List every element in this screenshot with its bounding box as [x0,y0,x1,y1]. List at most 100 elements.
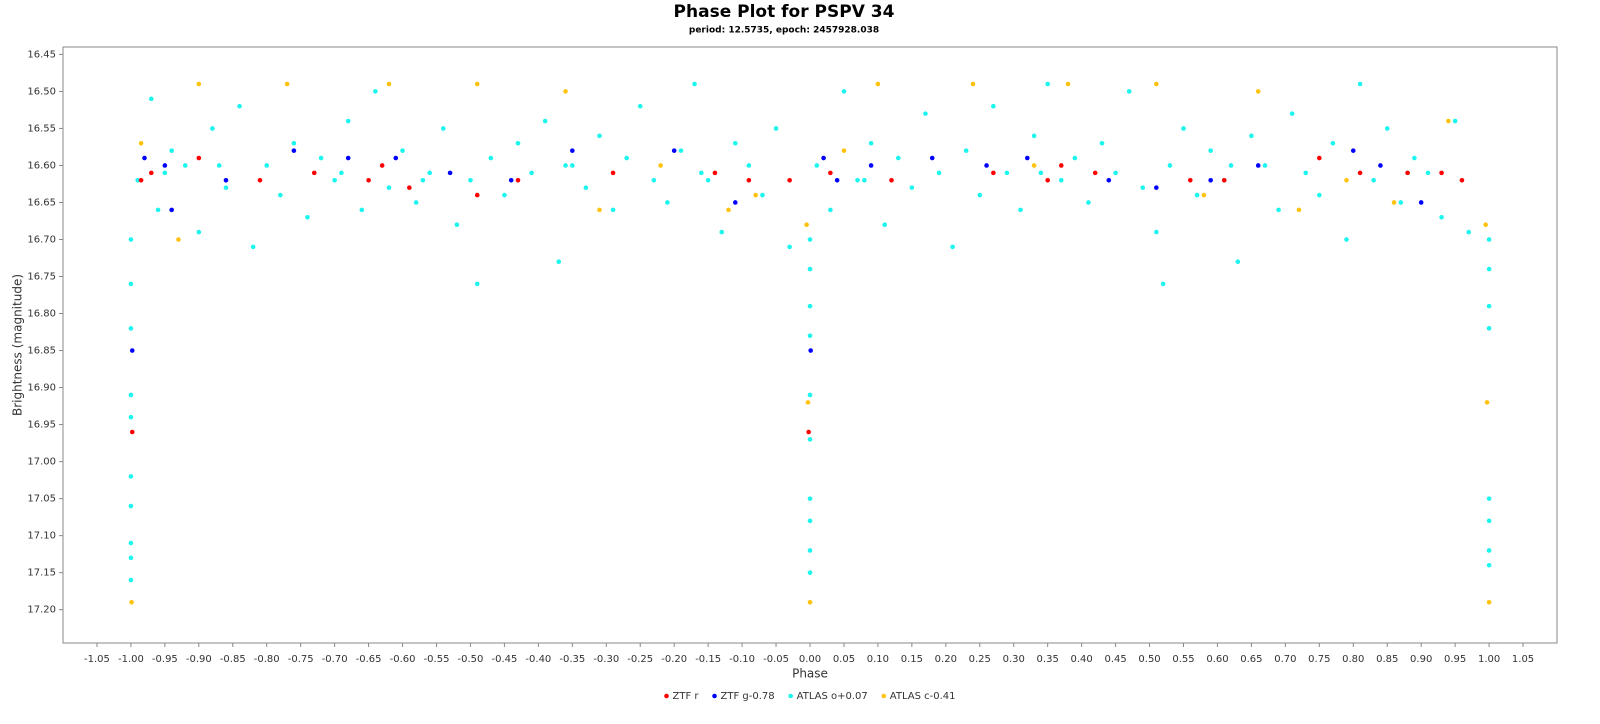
data-point [787,244,792,250]
data-point [129,348,135,353]
y-tick-label: 16.50 [27,86,56,97]
legend-marker [664,693,669,699]
data-point [407,185,412,190]
data-point [705,177,711,183]
data-point [128,503,134,509]
data-point [237,103,242,109]
data-point [733,200,738,205]
data-point [991,170,996,176]
x-tick-label: 1.00 [1478,654,1500,665]
data-point [1405,170,1410,176]
x-tick-label: 0.35 [1037,654,1059,665]
data-point [128,281,134,287]
data-point [806,429,811,435]
data-point [1262,163,1268,168]
data-point [597,207,602,213]
data-point [563,163,568,168]
data-point [1038,170,1044,176]
x-tick-label: -0.25 [627,654,653,665]
x-tick-label: 0.70 [1274,654,1296,665]
data-point [624,155,629,161]
data-point [332,177,337,183]
x-tick-label: -0.20 [661,654,687,665]
data-point [807,518,813,524]
data-point [135,177,140,183]
data-point [1126,89,1132,94]
x-tick-label: -0.70 [322,654,348,665]
x-tick-label: 0.80 [1342,654,1364,665]
data-point [804,222,809,227]
x-tick-label: 0.25 [969,654,991,665]
data-point [311,170,317,176]
data-point [1466,229,1472,235]
x-tick-label: -0.30 [593,654,619,665]
data-point [1106,177,1112,183]
y-tick-label: 17.10 [27,531,56,542]
data-point [1065,81,1071,87]
data-point [1344,177,1349,183]
legend-label: ATLAS o+0.07 [797,691,868,702]
legend-marker [712,693,717,699]
data-point [196,155,202,161]
x-tick-label: 0.90 [1410,654,1432,665]
data-point [726,207,731,213]
data-point [169,207,174,213]
x-tick-label: 0.15 [901,654,923,665]
legend-label: ZTF g-0.78 [721,691,775,702]
x-tick-label: 0.95 [1444,654,1466,665]
y-tick-label: 16.45 [27,49,56,60]
data-point [1255,89,1261,94]
data-point [1201,192,1207,198]
data-point [128,577,134,583]
y-tick-label: 17.00 [27,457,56,468]
data-point [1330,140,1336,146]
data-point [182,163,188,168]
data-point [373,89,378,94]
legend-label: ZTF r [673,691,700,702]
y-tick-label: 16.85 [27,346,56,357]
data-point [250,244,256,250]
chart-title: Phase Plot for PSPV 34 [674,2,895,22]
x-tick-label: -0.35 [559,654,585,665]
data-point [1099,140,1105,146]
data-point [359,207,365,213]
x-tick-label: 0.55 [1172,654,1194,665]
x-tick-label: -0.15 [695,654,721,665]
data-point [386,81,392,87]
data-point [515,177,521,183]
data-point [128,555,134,561]
legend-marker [881,693,887,699]
data-point [454,222,460,227]
data-point [1486,303,1492,309]
data-point [1235,259,1241,265]
data-point [828,170,833,176]
data-point [339,170,344,176]
data-point [563,89,568,94]
data-point [868,163,874,168]
data-point [1289,111,1295,116]
data-point [1208,148,1213,153]
data-point [502,192,507,198]
data-point [474,281,480,287]
legend-marker [788,693,793,699]
data-point [1018,207,1023,213]
data-point [128,392,134,398]
data-point [658,163,663,168]
data-point [1181,126,1186,131]
data-point [787,177,792,183]
data-point [1058,177,1064,183]
data-point [427,170,433,176]
data-point [468,177,473,183]
y-tick-label: 16.70 [27,234,56,245]
data-point [1486,237,1492,242]
x-tick-label: 0.30 [1003,654,1025,665]
y-tick-label: 16.65 [27,197,56,208]
data-point [977,192,983,198]
data-point [366,177,371,183]
x-tick-label: 0.05 [833,654,855,665]
data-point [570,148,575,153]
data-point [699,170,704,176]
data-point [129,429,135,435]
data-point [692,81,697,87]
data-point [753,192,758,198]
